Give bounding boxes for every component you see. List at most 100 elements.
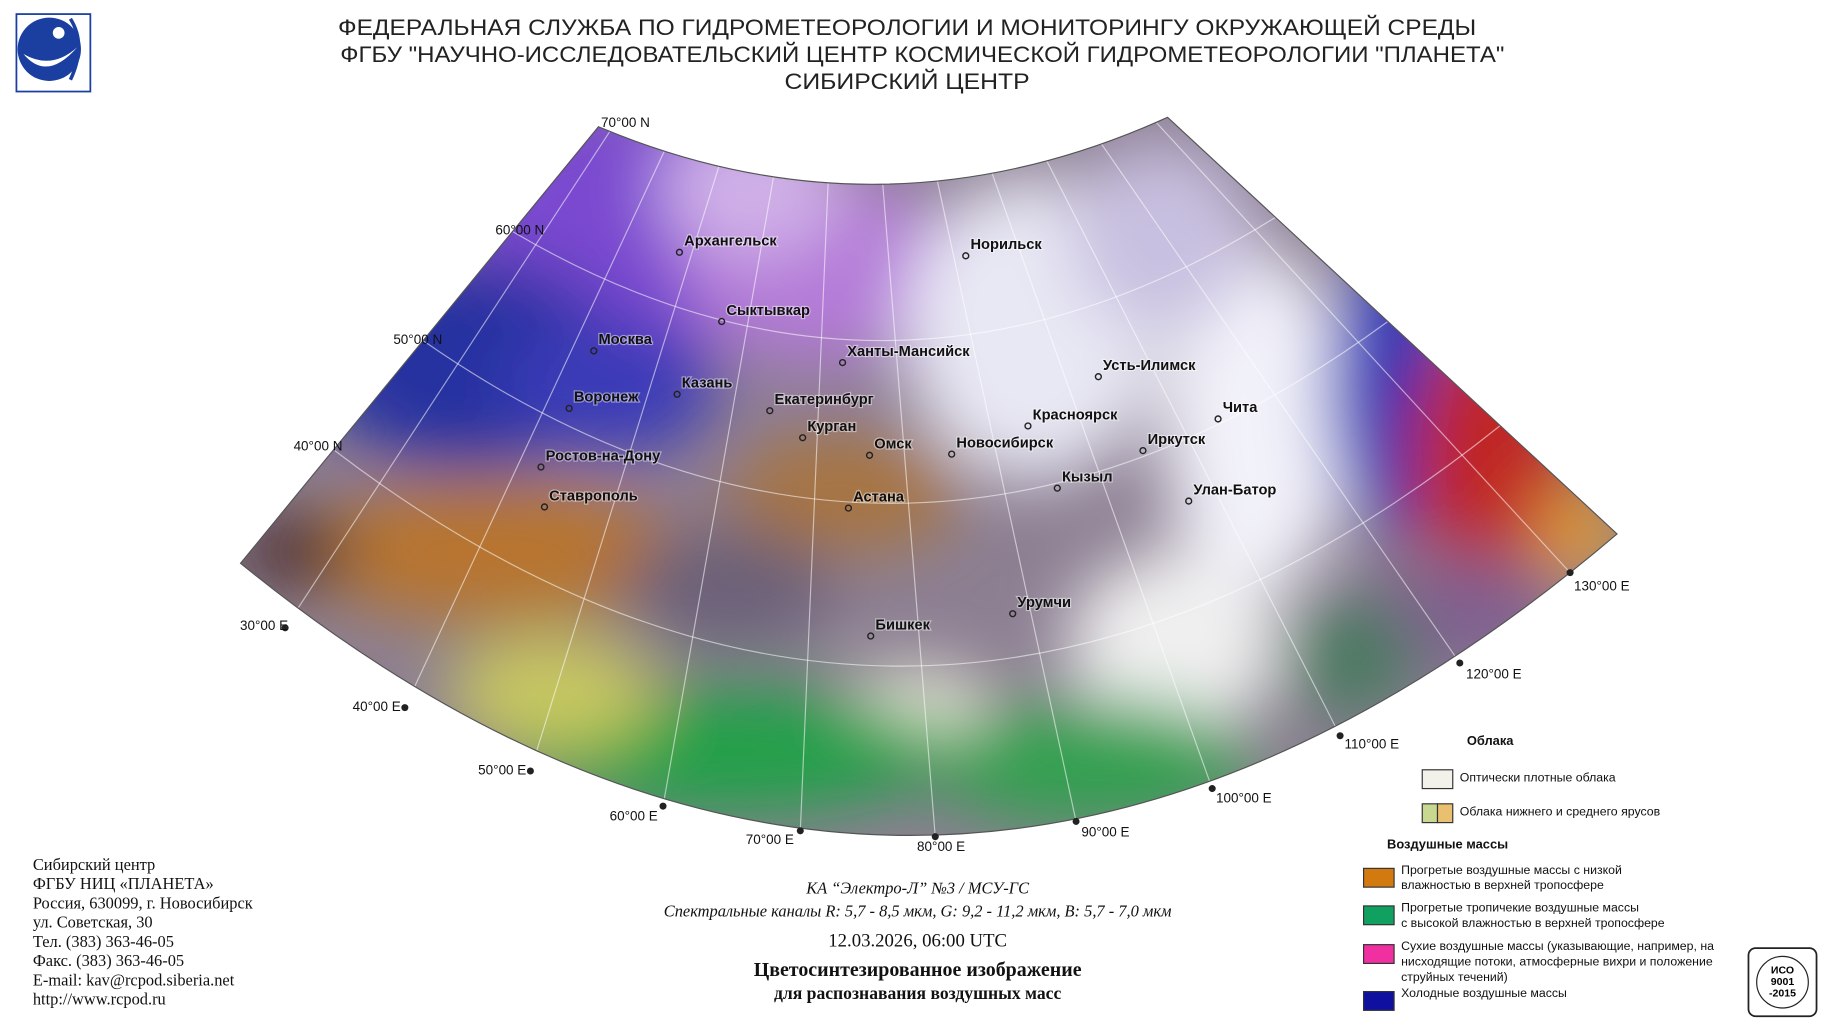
datetime: 12.03.2026, 06:00 UTC	[828, 931, 1007, 952]
graticule-line	[662, 176, 775, 807]
legend-text: Холодные воздушные массы	[1401, 986, 1567, 1000]
city-label: Бишкек	[875, 617, 930, 633]
longitude-label: 130°00 E	[1574, 578, 1630, 593]
contact-line: Россия, 630099, г. Новосибирск	[33, 893, 253, 912]
cloud-field	[1531, 486, 1618, 581]
legend-text: Оптически плотные облака	[1460, 770, 1616, 784]
latitude-label: 60°00 N	[495, 223, 544, 238]
legend: Облака Оптически плотные облака Облака н…	[1362, 733, 1714, 1011]
legend-text: Прогретые воздушные массы с низкой	[1401, 863, 1622, 877]
legend-text: нисходящие потоки, атмосферные вихри и п…	[1401, 954, 1713, 968]
city-label: Ставрополь	[549, 488, 638, 504]
legend-swatch	[1421, 769, 1454, 790]
longitude-tick	[931, 833, 939, 841]
image-title: для распознавания воздушных масс	[774, 983, 1062, 1003]
cloud-field	[927, 698, 1256, 828]
graticule-line	[529, 166, 720, 772]
graticule-line	[333, 425, 1501, 667]
city-label: Омск	[874, 437, 912, 453]
longitude-tick	[1456, 659, 1464, 667]
city-marker	[1185, 497, 1193, 505]
city-label: Новосибирск	[956, 435, 1053, 451]
latitude-label: 40°00 N	[294, 439, 343, 454]
city-label: Улан-Батор	[1193, 482, 1276, 498]
city-marker	[799, 434, 807, 442]
city-marker	[867, 632, 875, 640]
city-marker	[865, 451, 874, 459]
legend-text: с высокой влажностью в верхней тропосфер…	[1401, 916, 1665, 930]
contact-line: Тел. (383) 363-46-05	[33, 932, 174, 951]
longitude-label: 40°00 E	[353, 699, 401, 714]
city-marker	[948, 450, 956, 458]
longitude-tick	[401, 704, 409, 712]
contact-line: Сибирский центр	[33, 855, 155, 874]
legend-title: Облака	[1467, 733, 1514, 748]
longitude-label: 80°00 E	[917, 839, 965, 854]
cloud-field	[1279, 598, 1420, 716]
city-marker	[718, 317, 726, 326]
city-label: Усть-Илимск	[1103, 358, 1196, 374]
header-line: СИБИРСКИЙ ЦЕНТР	[784, 69, 1029, 94]
city-marker	[766, 407, 774, 415]
city-label: Казань	[682, 376, 733, 392]
legend-swatch	[1362, 867, 1395, 888]
city-marker	[565, 404, 573, 413]
graticule-line	[799, 182, 829, 831]
city-label: Москва	[598, 332, 652, 348]
satellite-name: КА “Электро-Л” №3 / МСУ-ГС	[805, 878, 1030, 897]
cloud-field	[1161, 246, 1350, 599]
legend-swatch	[1362, 944, 1395, 965]
legend-text: струйных течений)	[1401, 970, 1508, 984]
legend-swatch	[1436, 803, 1454, 824]
iso-badge: ИСО 9001 -2015	[1747, 947, 1818, 1018]
city-label: Воронеж	[574, 390, 639, 406]
city-label: Екатеринбург	[774, 392, 873, 408]
city-marker	[1009, 610, 1017, 618]
city-marker	[590, 347, 598, 355]
graticule-line	[1046, 160, 1341, 737]
badge-text: -2015	[1769, 988, 1796, 1000]
graticule-line	[1100, 143, 1461, 664]
cloud-field	[1067, 140, 1256, 329]
longitude-tick	[1072, 817, 1080, 825]
legend-swatch	[1421, 803, 1439, 824]
city-label: Астана	[853, 489, 905, 505]
city-label: Сыктывкар	[726, 303, 810, 319]
city-label: Кызыл	[1062, 469, 1113, 485]
longitude-label: 120°00 E	[1466, 666, 1522, 681]
city-marker	[537, 463, 545, 471]
city-marker	[675, 248, 684, 256]
contact-line: E-mail: kav@rcpod.siberia.net	[33, 970, 235, 989]
city-marker	[1053, 484, 1061, 492]
city-marker	[1214, 415, 1222, 423]
cloud-field	[621, 528, 834, 646]
longitude-label: 100°00 E	[1216, 791, 1272, 806]
legend-text: Облака нижнего и среднего ярусов	[1460, 804, 1660, 818]
legend-text: Прогретые тропичекие воздушные массы	[1401, 901, 1639, 915]
city-marker	[1094, 373, 1103, 381]
city-marker	[962, 252, 970, 260]
city-marker	[838, 358, 847, 367]
header-line: ФГБУ "НАУЧНО-ИССЛЕДОВАТЕЛЬСКИЙ ЦЕНТР КОС…	[340, 42, 1504, 67]
longitude-label: 70°00 E	[746, 832, 794, 847]
longitude-tick	[659, 802, 667, 810]
longitude-label: 90°00 E	[1081, 825, 1129, 840]
map-border	[239, 116, 1618, 836]
longitude-label: 50°00 E	[478, 763, 526, 778]
city-label: Норильск	[970, 237, 1042, 253]
graticule-line	[284, 131, 611, 629]
legend-text: влажностью в верхней тропосфере	[1401, 878, 1604, 892]
contact-line: ул. Советская, 30	[33, 913, 153, 932]
longitude-tick	[281, 624, 289, 632]
legend-swatch	[1362, 990, 1395, 1011]
city-label: Урумчи	[1017, 595, 1071, 611]
latitude-label: 50°00 N	[393, 332, 442, 347]
longitude-tick	[1208, 785, 1216, 793]
cloud-field	[504, 316, 716, 458]
graticule-line	[936, 180, 1077, 822]
graticule-line	[991, 173, 1213, 789]
city-label: Красноярск	[1033, 407, 1118, 423]
cloud-field	[1067, 551, 1280, 740]
